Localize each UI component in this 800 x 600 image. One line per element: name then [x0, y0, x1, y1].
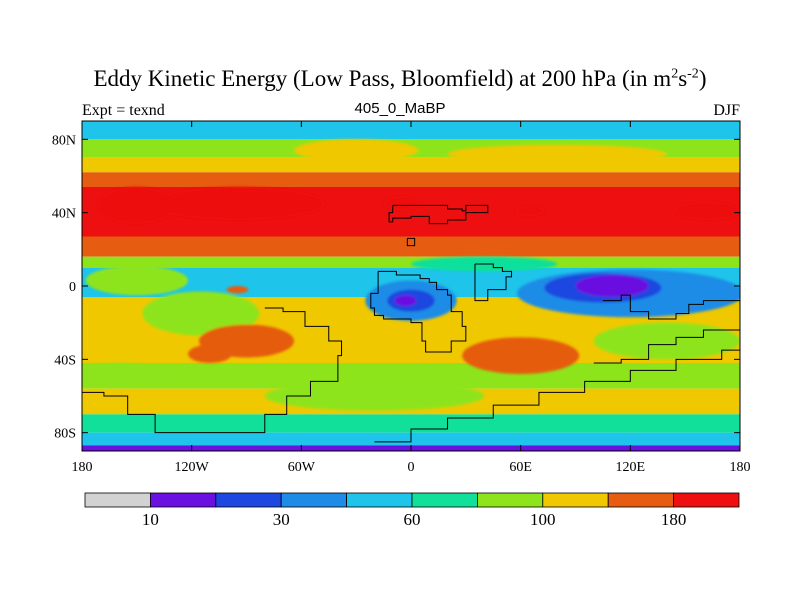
colorbar-box	[673, 492, 740, 508]
blob-15	[142, 291, 260, 336]
coast-greenland-patch	[406, 237, 416, 247]
axes: 180 120W 60W 0 60E 120E 180 80N 40N 0 40S 80S	[52, 121, 751, 475]
blob-22	[264, 381, 485, 411]
y-tick-label: 80S	[54, 427, 76, 442]
colorbar-box	[149, 492, 217, 508]
y-tick-label: 0	[69, 280, 76, 295]
coast-australia	[593, 326, 740, 364]
colorbar-box	[346, 492, 413, 508]
blob-1	[149, 187, 326, 220]
blob-13	[394, 295, 417, 307]
x-tick-label: 120W	[175, 460, 210, 475]
blob-0	[96, 187, 178, 224]
band-11	[82, 414, 740, 433]
season-label: DJF	[713, 102, 740, 119]
band-6	[82, 256, 740, 268]
x-tick-label: 0	[408, 460, 415, 475]
colorbar-label: 30	[273, 510, 290, 529]
coast-southeast-asia	[602, 294, 740, 320]
blob-6	[447, 144, 667, 164]
colorbar-box	[542, 492, 609, 508]
coast-south-america	[82, 307, 343, 434]
colorbar-label: 180	[661, 510, 687, 529]
x-tick-label: 60E	[509, 460, 532, 475]
experiment-label: Expt = texnd	[82, 102, 165, 119]
colorbar-label: 60	[404, 510, 421, 529]
blob-5	[294, 139, 419, 162]
x-tick-label: 60W	[288, 460, 316, 475]
blob-10	[575, 275, 649, 297]
blob-19	[462, 337, 580, 374]
blob-3	[515, 205, 545, 217]
land-outlines	[82, 204, 740, 443]
colorbar-box	[84, 492, 151, 508]
coast-antarctic-rim	[374, 348, 740, 443]
blob-17	[188, 344, 232, 364]
eke-field	[82, 121, 740, 451]
colorbar-box	[280, 492, 348, 508]
band-3	[82, 172, 740, 187]
colorbar-label: 10	[142, 510, 159, 529]
band-5	[82, 236, 740, 257]
x-tick-label: 180	[730, 460, 751, 475]
coast-arabia-india	[474, 263, 513, 302]
blob-21	[82, 363, 174, 385]
colorbar-box	[411, 492, 478, 508]
colorbar-box	[476, 492, 544, 508]
colorbar-box	[607, 492, 675, 508]
y-tick-label: 40N	[52, 207, 76, 222]
x-tick-label: 120E	[616, 460, 646, 475]
chart-title: Eddy Kinetic Energy (Low Pass, Bloomfiel…	[93, 66, 707, 91]
blob-4	[674, 201, 740, 220]
coast-africa	[370, 270, 467, 353]
coast-asia-mid-east	[388, 204, 489, 225]
run-label: 405_0_MaBP	[354, 100, 446, 117]
colorbar-box	[215, 492, 282, 508]
y-tick-label: 40S	[54, 353, 76, 368]
blob-18	[226, 286, 249, 294]
x-tick-label: 180	[72, 460, 93, 475]
colorbar-label: 100	[530, 510, 556, 529]
band-0	[82, 121, 740, 140]
blob-14	[85, 265, 189, 296]
y-tick-label: 80N	[52, 133, 76, 148]
